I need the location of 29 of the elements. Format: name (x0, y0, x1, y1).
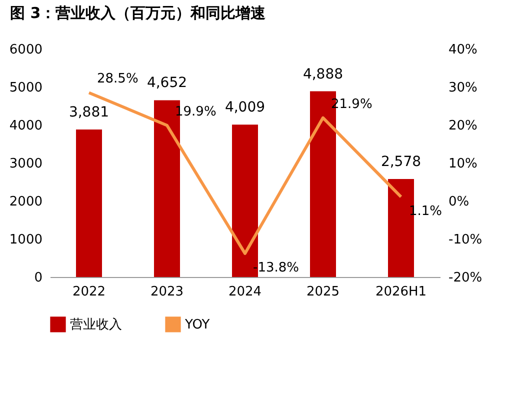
x-tick-label: 2025 (306, 284, 340, 300)
legend-label: YOY (184, 317, 210, 332)
data-label: 4,888 (302, 66, 344, 82)
y-tick-label: 2000 (9, 194, 42, 210)
y2-tick-label: -20% (448, 270, 482, 286)
data-label: 4,652 (146, 75, 188, 92)
y2-tick-label: 10% (448, 156, 478, 172)
y-tick-label: 4000 (9, 118, 42, 134)
data-label: 28.5% (97, 72, 138, 87)
y-tick-label: 5000 (9, 80, 42, 96)
bar (76, 130, 102, 277)
data-label: 2,578 (380, 154, 422, 170)
x-tick-label: 2024 (228, 284, 262, 300)
x-tick-label: 2022 (72, 284, 106, 300)
y2-tick-label: 20% (448, 118, 478, 134)
data-label: 4,009 (224, 100, 266, 116)
y-tick-label: 0 (34, 270, 42, 286)
chart-title: 图 3：营业收入（百万元）和同比增速 (10, 4, 267, 22)
y2-tick-label: -10% (448, 232, 482, 248)
y-tick-label: 1000 (9, 232, 42, 248)
data-label: 3,881 (68, 104, 110, 121)
y2-tick-label: 30% (448, 80, 478, 96)
y2-tick-label: 0% (448, 194, 470, 210)
legend-label: 营业收入 (70, 317, 122, 332)
y2-tick-label: 40% (448, 42, 478, 58)
x-tick-label: 2023 (150, 284, 184, 300)
y-tick-label: 3000 (9, 156, 42, 172)
y-tick-label: 6000 (9, 42, 42, 58)
x-tick-label: 2026H1 (375, 284, 427, 300)
